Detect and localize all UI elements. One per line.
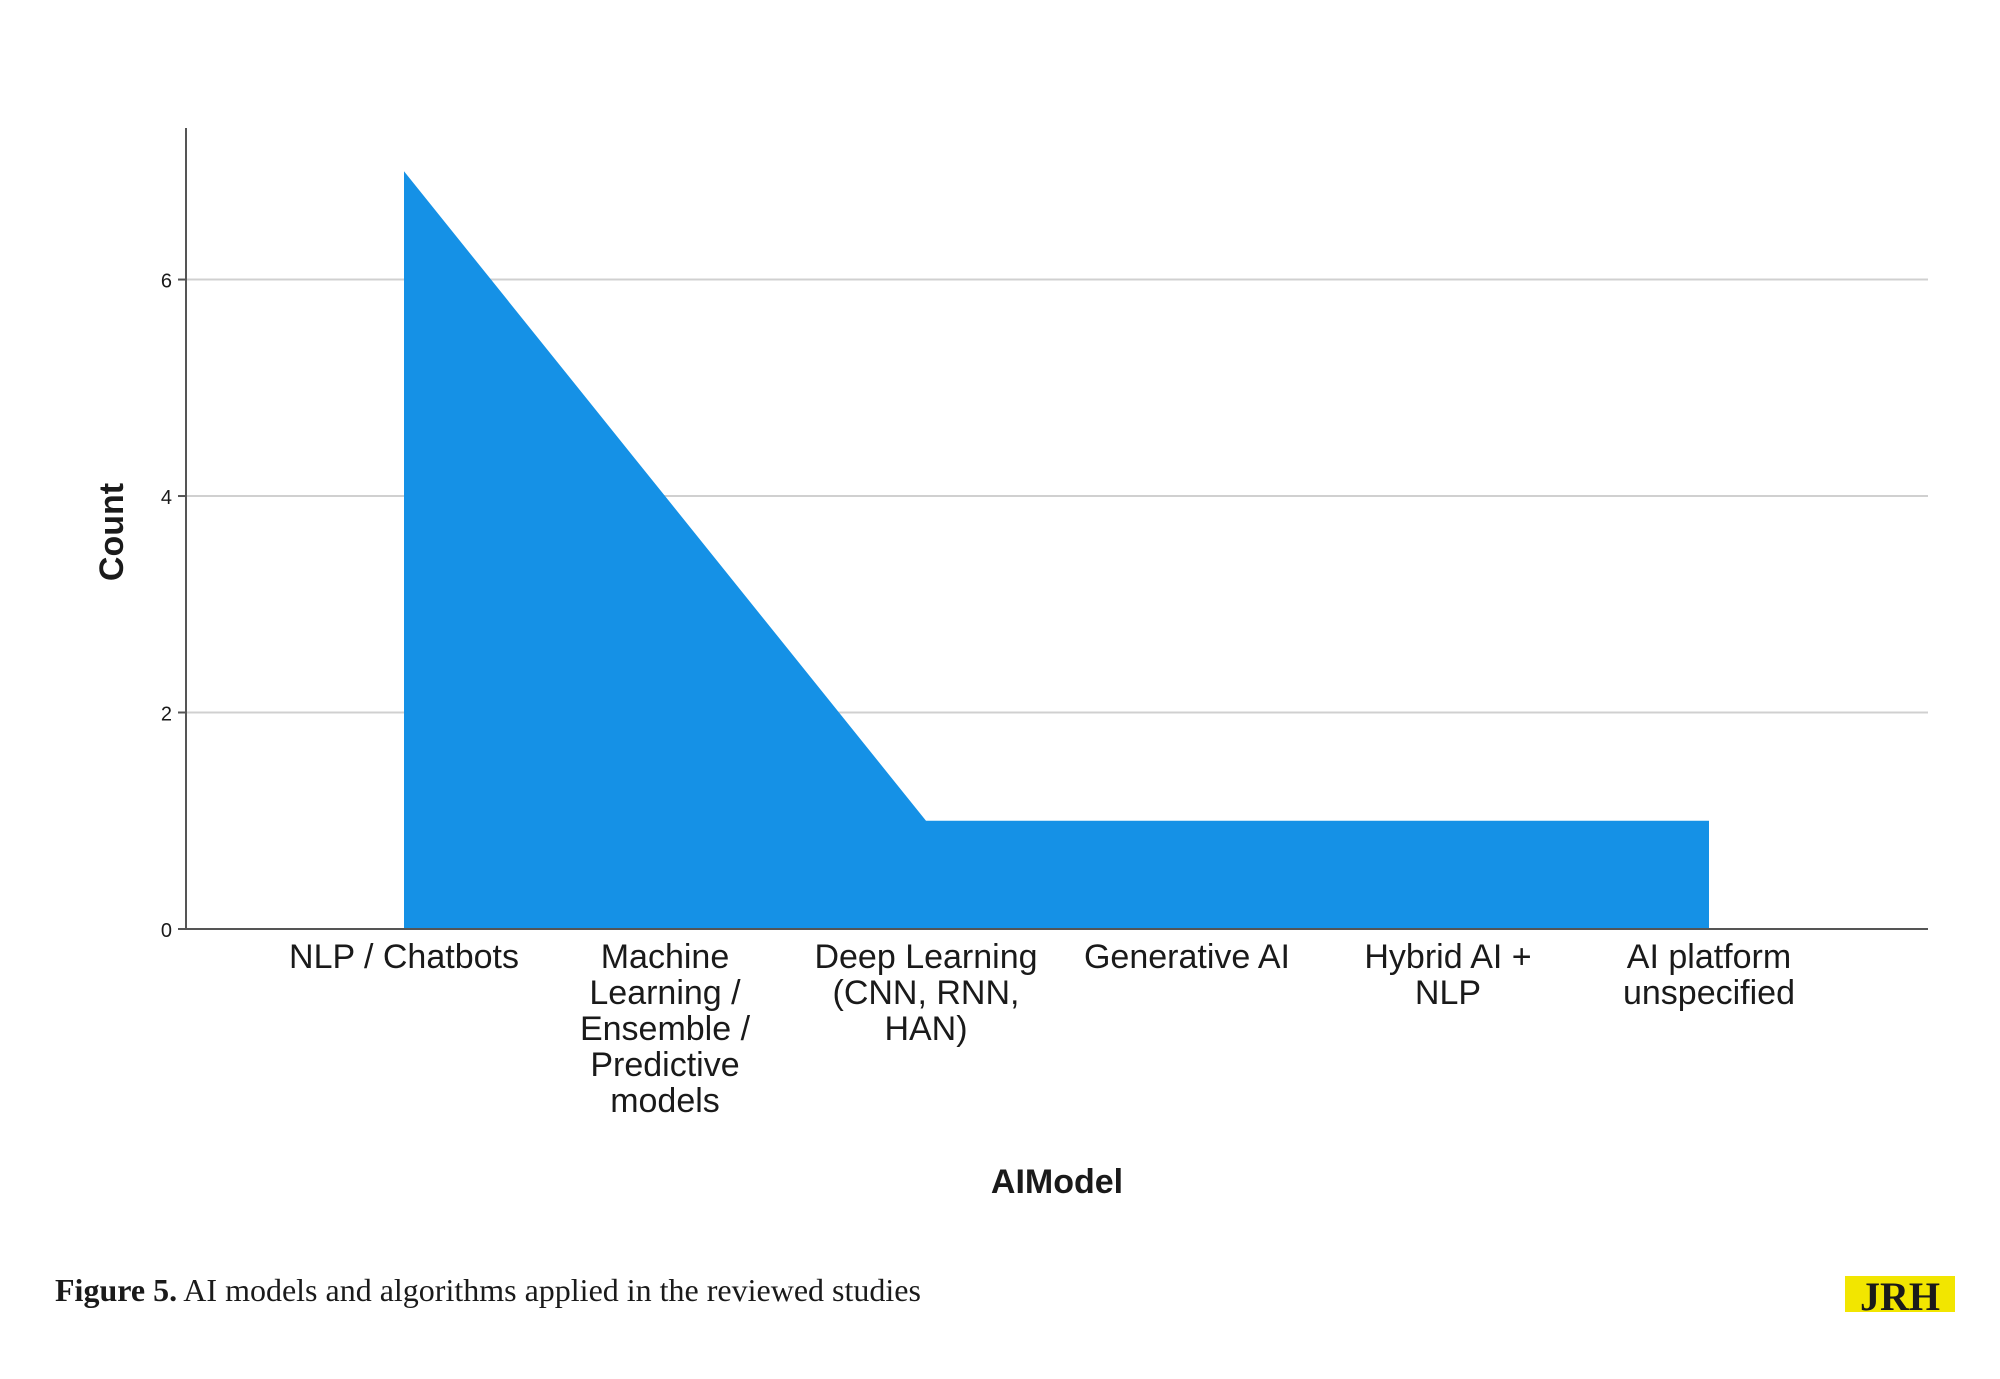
y-tick-label-0: 0 (161, 920, 172, 942)
x-tick-label-line: Hybrid AI + (1364, 938, 1531, 976)
x-tick-label-line: NLP / Chatbots (289, 938, 519, 976)
y-axis-title: Count (93, 483, 131, 581)
x-tick-label-line: HAN) (884, 1010, 967, 1048)
x-tick-label-line: Predictive (590, 1046, 739, 1084)
y-tick-label-2: 2 (161, 704, 172, 726)
area-fill (404, 171, 1709, 929)
x-tick-label-0: NLP / Chatbots (289, 938, 519, 976)
y-tick-label-6: 6 (161, 271, 172, 293)
x-tick-label-line: AI platform (1627, 938, 1791, 976)
x-tick-label-line: Generative AI (1084, 938, 1290, 976)
x-tick-label-3: Generative AI (1084, 938, 1290, 976)
x-tick-label-line: Learning / (589, 974, 741, 1012)
journal-logo: JRH (1845, 1272, 1955, 1318)
x-tick-label-2: Deep Learning(CNN, RNN,HAN) (814, 938, 1037, 1048)
x-tick-label-line: Ensemble / (580, 1010, 751, 1048)
figure-label: Figure 5. (55, 1272, 177, 1308)
figure-caption: Figure 5. AI models and algorithms appli… (55, 1272, 921, 1309)
x-tick-label-line: NLP (1415, 974, 1481, 1012)
x-tick-label-line: Machine (601, 938, 730, 976)
x-axis-title: AIModel (991, 1163, 1123, 1201)
x-tick-label-4: Hybrid AI +NLP (1364, 938, 1531, 1012)
figure-caption-text: AI models and algorithms applied in the … (177, 1272, 921, 1308)
x-tick-label-line: unspecified (1623, 974, 1795, 1012)
logo-text: JRH (1860, 1274, 1940, 1318)
area-series (404, 171, 1709, 929)
x-tick-label-line: (CNN, RNN, (833, 974, 1020, 1012)
y-tick-labels: 0 2 4 6 (161, 271, 186, 942)
y-tick-label-4: 4 (161, 487, 172, 509)
x-tick-label-line: Deep Learning (814, 938, 1037, 976)
x-tick-label-line: models (610, 1082, 720, 1120)
